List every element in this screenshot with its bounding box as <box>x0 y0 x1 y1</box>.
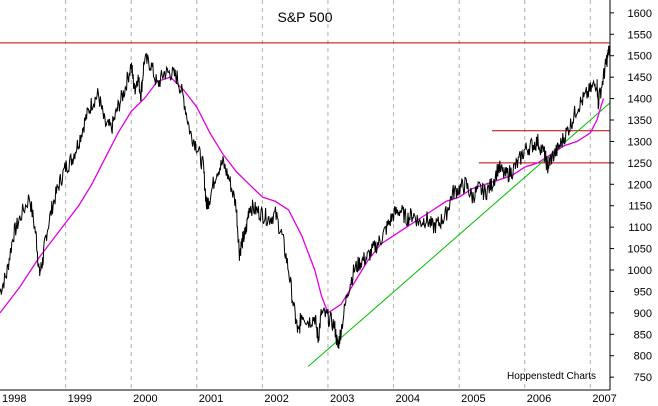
y-tick-label: 1550 <box>628 29 652 41</box>
price-line <box>0 45 611 349</box>
x-tick-label: 2006 <box>527 393 551 405</box>
y-tick-label: 1000 <box>628 265 652 277</box>
x-tick-label: 2000 <box>133 393 157 405</box>
y-tick-label: 1100 <box>628 222 652 234</box>
y-tick-label: 1600 <box>628 8 652 20</box>
x-tick-label: 2007 <box>592 393 616 405</box>
chart-title: S&P 500 <box>277 9 332 25</box>
y-tick-label: 1500 <box>628 51 652 63</box>
y-tick-label: 800 <box>634 351 652 363</box>
y-tick-label: 1400 <box>628 94 652 106</box>
y-tick-label: 900 <box>634 308 652 320</box>
y-tick-label: 1300 <box>628 136 652 148</box>
x-tick-label: 1999 <box>68 393 92 405</box>
x-tick-label: 2002 <box>264 393 288 405</box>
plot-area <box>0 42 611 367</box>
moving-average-line <box>0 76 605 314</box>
y-tick-label: 1450 <box>628 72 652 84</box>
x-tick-label: 2004 <box>396 393 420 405</box>
x-tick-label: 2001 <box>199 393 223 405</box>
y-tick-label: 1050 <box>628 244 652 256</box>
y-tick-label: 1250 <box>628 158 652 170</box>
x-tick-label: 2005 <box>461 393 485 405</box>
chart-credit: Hoppenstedt Charts <box>507 371 596 382</box>
x-tick-label: 1998 <box>2 393 26 405</box>
y-tick-label: 750 <box>634 372 652 384</box>
y-tick-label: 1200 <box>628 179 652 191</box>
y-tick-label: 1350 <box>628 115 652 127</box>
y-tick-label: 950 <box>634 286 652 298</box>
y-tick-label: 850 <box>634 329 652 341</box>
y-tick-label: 1150 <box>628 201 652 213</box>
x-tick-label: 2003 <box>330 393 354 405</box>
